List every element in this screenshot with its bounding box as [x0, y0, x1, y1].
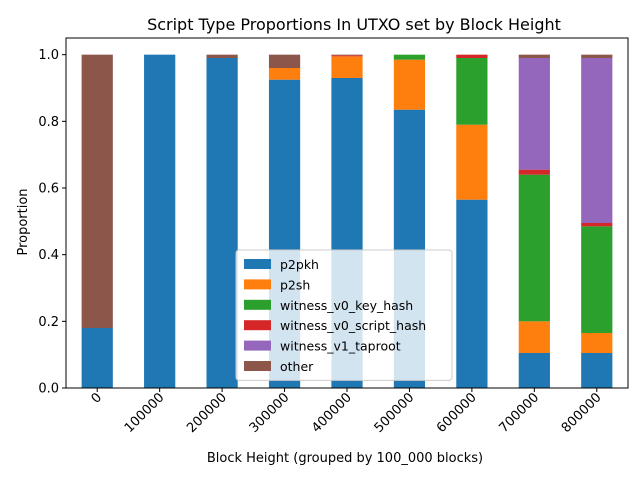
y-tick-label: 0.6 [38, 182, 59, 197]
x-tick-label: 400000 [309, 390, 355, 436]
bar-segment-p2pkh-600000 [456, 199, 488, 388]
bar-segment-witness_v0_key_hash-600000 [456, 58, 488, 125]
bar-segment-witness_v1_taproot-700000 [518, 58, 550, 170]
y-tick-label: 0.0 [38, 382, 59, 397]
legend-swatch-other [244, 361, 271, 371]
legend-label-p2sh: p2sh [280, 277, 310, 292]
y-axis-label: Proportion [16, 188, 31, 255]
x-tick-label: 100000 [122, 390, 168, 436]
legend-swatch-witness_v0_key_hash [244, 299, 271, 310]
x-tick-label: 500000 [372, 390, 418, 436]
legend-label-p2pkh: p2pkh [280, 257, 319, 272]
bar-segment-other-300000 [268, 54, 301, 68]
x-tick-label: 600000 [434, 390, 480, 436]
x-axis-label: Block Height (grouped by 100_000 blocks) [207, 451, 483, 466]
x-tick-label: 800000 [559, 390, 605, 436]
bar-segment-witness_v0_script_hash-600000 [456, 54, 488, 58]
x-tick-label: 0 [89, 390, 105, 406]
bar-segment-p2pkh-700000 [518, 353, 550, 388]
legend-label-other: other [280, 359, 314, 374]
bar-segment-witness_v0_key_hash-500000 [393, 54, 426, 60]
bar-segment-other-700000 [518, 54, 550, 58]
bar-segment-p2sh-600000 [456, 124, 488, 200]
legend-swatch-witness_v1_taproot [244, 340, 271, 351]
legend-swatch-p2pkh [244, 259, 271, 269]
legend-swatch-p2sh [244, 279, 271, 290]
legend: p2pkh p2sh witness_v0_key_hash witness_v0_s… [235, 249, 453, 381]
bar-segment-witness_v0_key_hash-800000 [581, 226, 613, 333]
bar-segment-p2pkh-800000 [581, 353, 613, 388]
bar-segment-witness_v0_key_hash-700000 [518, 174, 550, 322]
legend-label-witness_v0_script_hash: witness_v0_script_hash [280, 318, 426, 333]
bar-segment-other-800000 [581, 54, 613, 58]
legend-swatch-witness_v0_script_hash [244, 320, 271, 331]
legend-label-witness_v1_taproot: witness_v1_taproot [280, 339, 401, 354]
bar-segment-p2pkh-100000 [144, 54, 176, 389]
y-tick-label: 0.2 [38, 315, 59, 330]
legend-label-witness_v0_key_hash: witness_v0_key_hash [280, 298, 413, 313]
bar-segment-p2pkh-0 [81, 328, 113, 388]
y-tick-label: 0.8 [38, 115, 59, 130]
y-tick-label: 1.0 [38, 48, 59, 63]
bar-segment-witness_v0_script_hash-400000 [331, 55, 363, 57]
bar-segment-p2sh-800000 [581, 333, 613, 353]
y-tick-label: 0.4 [38, 248, 59, 263]
bar-segment-p2sh-400000 [331, 56, 363, 78]
bar-segment-p2sh-500000 [393, 59, 426, 110]
chart-title: Script Type Proportions In UTXO set by B… [147, 15, 561, 34]
x-tick-label: 200000 [184, 390, 230, 436]
bar-segment-witness_v0_script_hash-800000 [581, 223, 613, 227]
bar-segment-witness_v0_script_hash-700000 [518, 169, 550, 175]
bar-segment-other-0 [81, 54, 113, 329]
x-tick-label: 700000 [496, 390, 542, 436]
bar-segment-p2sh-300000 [268, 68, 301, 80]
bar-segment-other-400000 [331, 54, 363, 56]
bar-segment-p2pkh-200000 [206, 58, 238, 388]
bar-segment-witness_v1_taproot-800000 [581, 58, 613, 223]
bar-segment-other-200000 [206, 54, 238, 58]
x-tick-label: 300000 [247, 390, 293, 436]
legend-box [235, 249, 453, 381]
bar-segment-p2sh-700000 [518, 321, 550, 353]
